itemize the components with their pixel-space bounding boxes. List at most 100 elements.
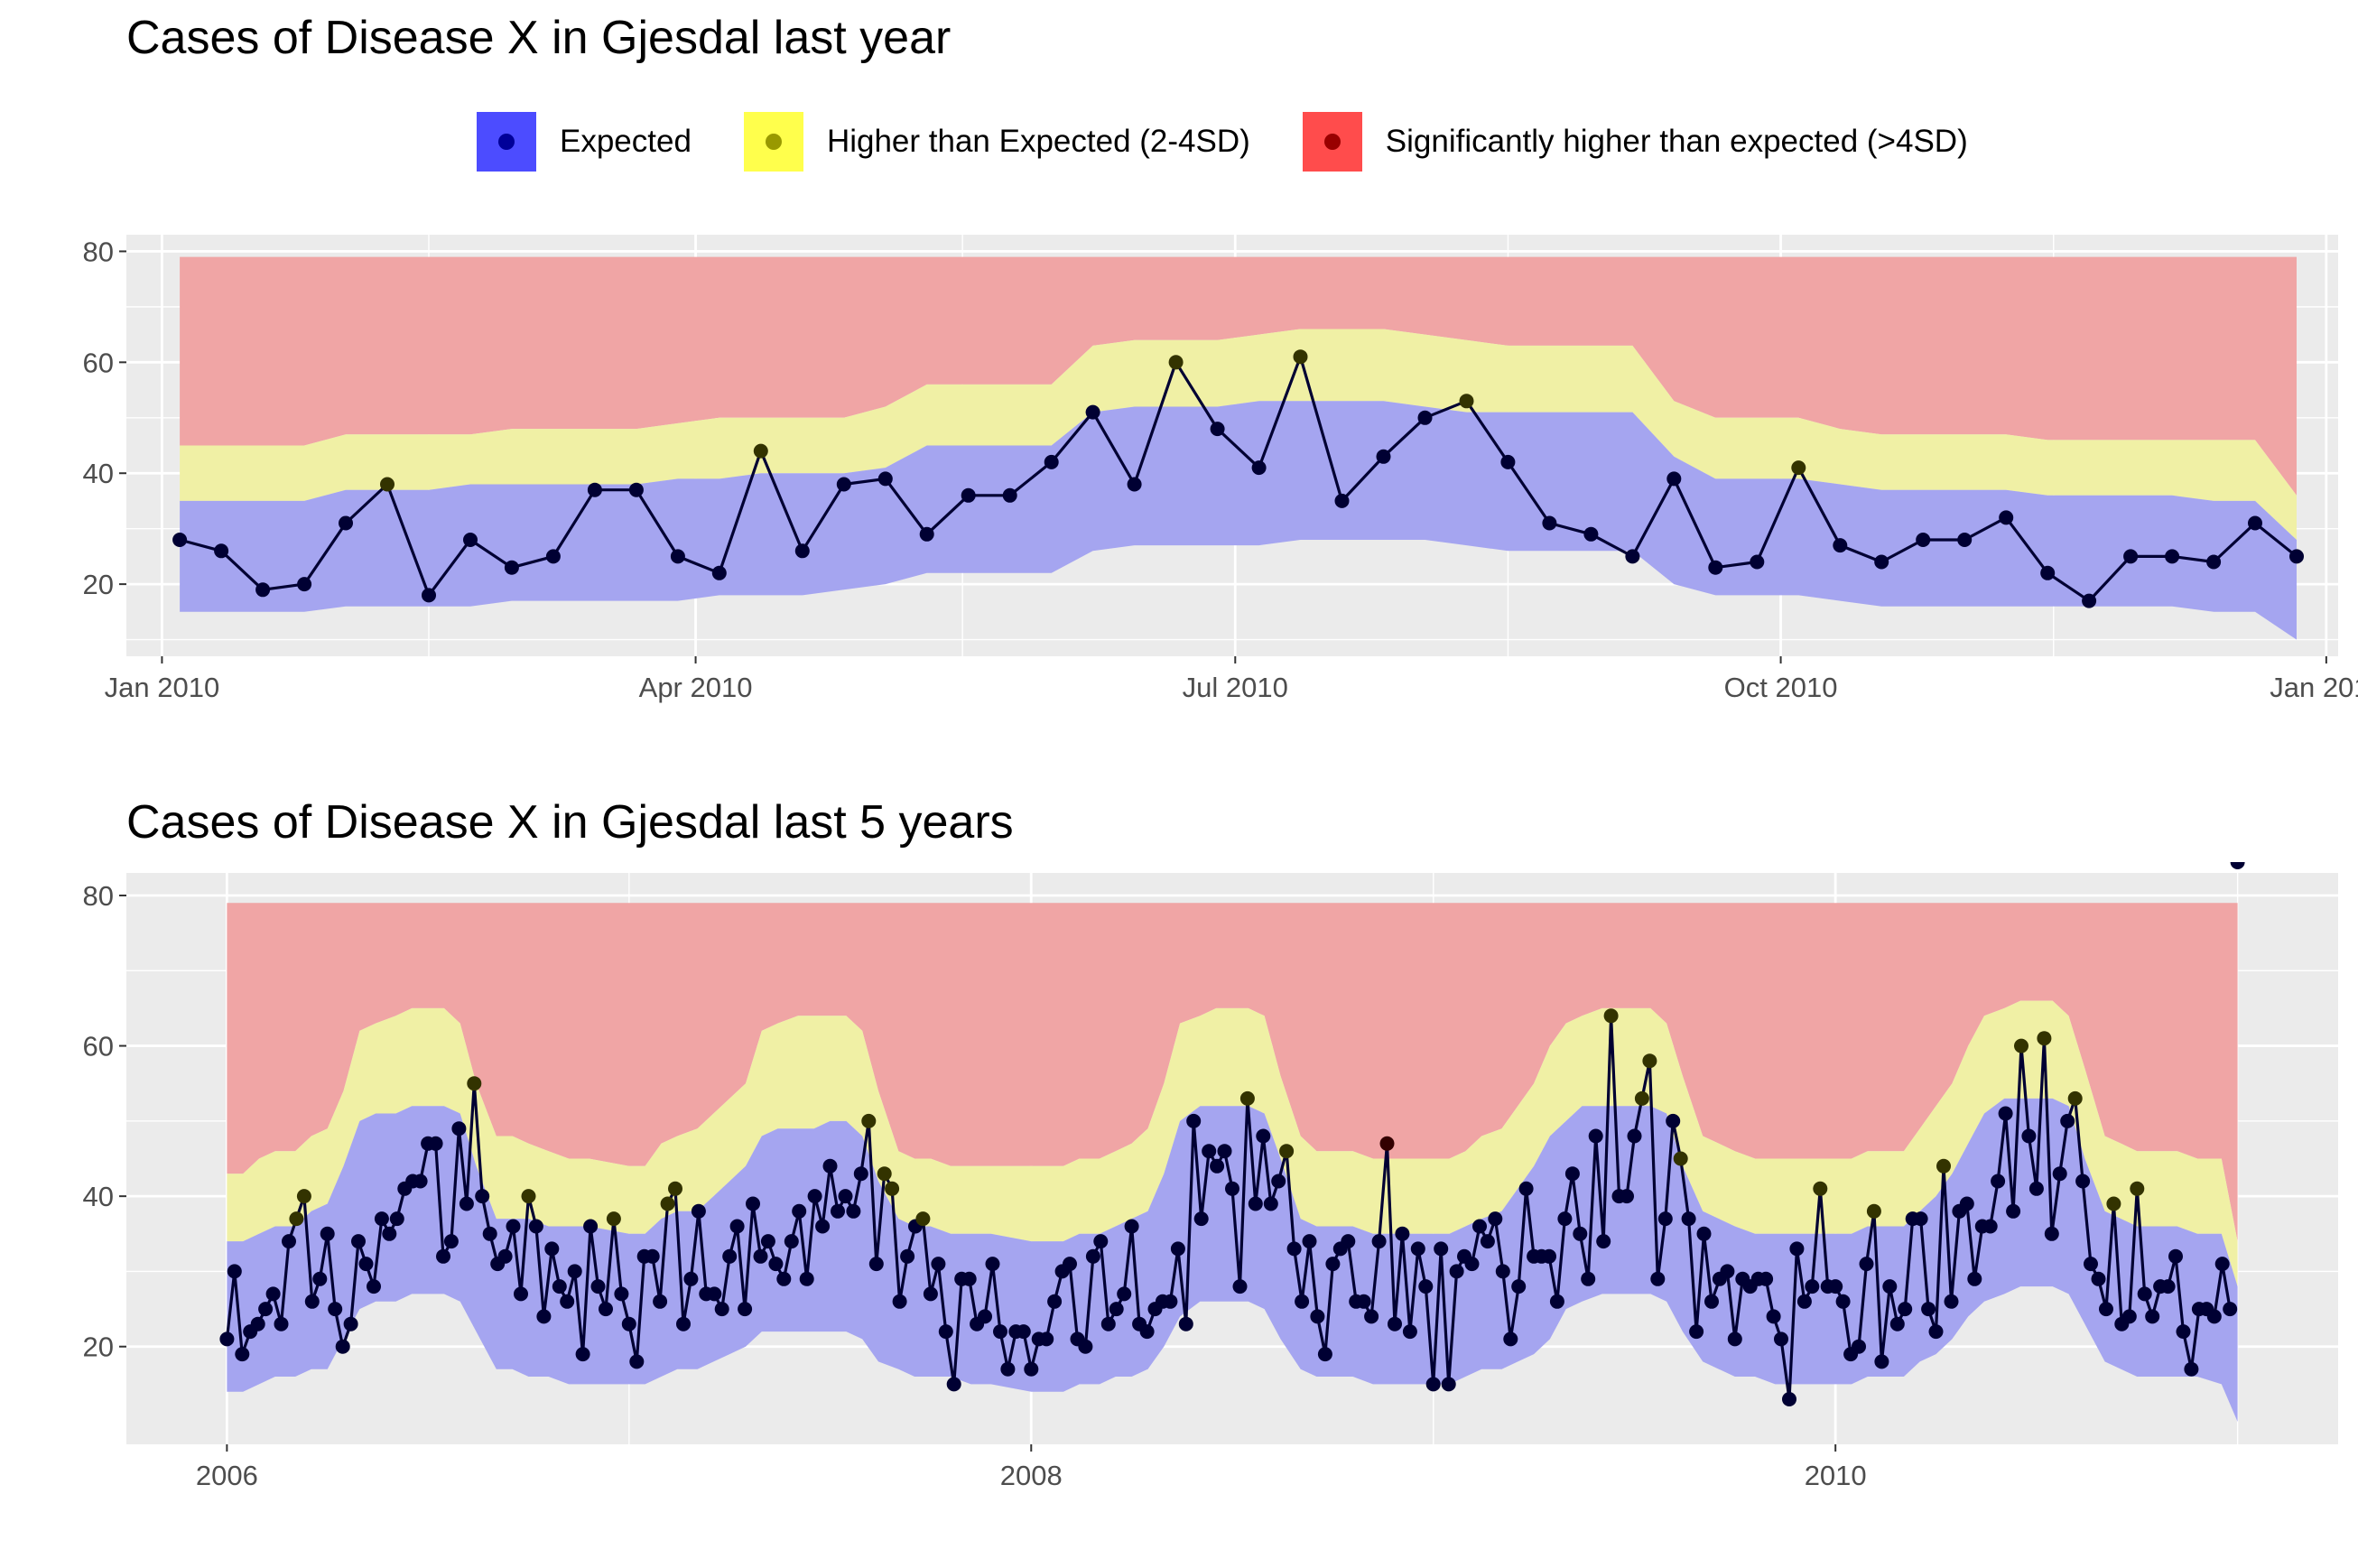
data-point [1210,422,1225,437]
data-point [753,1248,768,1264]
data-point [475,1189,490,1204]
x-axis-tick-label: Oct 2010 [1724,672,1838,703]
data-point [265,1286,281,1302]
data-point [1170,1241,1185,1257]
data-point [1564,1166,1580,1182]
data-point [853,1166,868,1182]
data-point [1759,1271,1774,1286]
data-point [1464,1257,1480,1272]
data-point [1085,1248,1100,1264]
data-point [497,1248,513,1264]
legend-item-expected: Expected [477,112,692,172]
data-point [1782,1392,1796,1406]
data-point [1666,1113,1681,1128]
data-point [1202,1144,1217,1159]
data-point [2206,1309,2222,1324]
data-point-higher [467,1076,482,1091]
chart-last-year: 20 40 60 80 Jan 2010 Apr 2010 Jul 2010 Oct 2010… [83,235,2358,703]
data-point [382,1226,397,1241]
data-point [1210,1158,1225,1174]
data-point [1225,1181,1239,1196]
data-point [482,1226,497,1241]
data-point [2289,549,2304,564]
data-point [2121,1309,2137,1324]
data-point [443,1234,459,1249]
data-point [1982,1219,1998,1234]
data-point [2099,1302,2113,1317]
data-point [428,1136,443,1151]
data-point [1139,1324,1155,1340]
data-point [1882,1279,1898,1294]
data-point [1186,1113,1202,1128]
data-point [1625,549,1640,564]
cases-series-line [179,355,2298,603]
data-point-higher [1866,1203,1881,1219]
band-expected [180,401,2297,640]
data-point [846,1203,861,1219]
x-axis-tick-label: Jan 2010 [105,672,220,703]
data-point [1395,1226,1410,1241]
data-point [575,1347,590,1362]
data-point [1828,1279,1843,1294]
data-point [1376,449,1391,464]
data-point [343,1316,358,1331]
data-point [1425,1377,1441,1392]
data-point [1727,1331,1742,1347]
data-point [1583,526,1599,542]
data-point [1500,454,1516,469]
data-point-higher [2106,1196,2121,1211]
data-point [2082,593,2097,608]
legend-item-significant: Significantly higher than expected (>4SD… [1302,112,1968,172]
data-point [1835,1294,1851,1309]
data-point [1364,1309,1379,1324]
data-point [1859,1257,1874,1272]
data-point-higher [861,1113,877,1128]
data-point [1263,1196,1278,1211]
data-point [1295,1294,1310,1309]
legend-key-higher [743,112,803,172]
data-point-higher [877,1166,892,1182]
data-point [2206,554,2222,570]
legend-label-significant: Significantly higher than expected (>4SD… [1385,124,1968,159]
data-point [892,1294,907,1309]
data-point [1720,1264,1735,1279]
data-point [2091,1271,2106,1286]
data-point [235,1347,250,1362]
data-point-higher [1603,1008,1619,1024]
data-point [1596,1234,1611,1249]
data-point [794,543,810,559]
data-point-higher [1168,355,1184,370]
data-point-higher [380,477,395,492]
x-axis-tick-label: 2010 [1805,1460,1867,1491]
data-point [1402,1324,1417,1340]
data-point [358,1257,374,1272]
data-point [628,482,644,497]
data-point [1511,1279,1527,1294]
data-point [2044,1226,2059,1241]
data-point-higher [1459,394,1474,409]
data-point-higher [296,1189,311,1204]
data-point [822,1158,838,1174]
data-point [528,1219,543,1234]
data-point [1388,1316,1402,1331]
legend-label-expected: Expected [560,124,692,159]
data-point [1002,487,1017,503]
data-point [1898,1302,1913,1317]
data-point [1627,1128,1642,1144]
data-point [645,1248,660,1264]
data-point-higher [521,1189,536,1204]
data-point [1480,1234,1495,1249]
data-point [258,1302,274,1317]
data-point [1518,1181,1534,1196]
y-axis-tick-label: 80 [83,236,114,267]
data-point [328,1302,343,1317]
data-point [2168,1248,2183,1264]
legend-dot-higher [765,134,782,150]
data-point [729,1219,745,1234]
data-point [799,1271,814,1286]
data-point [583,1219,599,1234]
data-point [1588,1128,1603,1144]
data-point [938,1324,953,1340]
data-point [1109,1302,1124,1317]
data-point [1967,1271,1982,1286]
